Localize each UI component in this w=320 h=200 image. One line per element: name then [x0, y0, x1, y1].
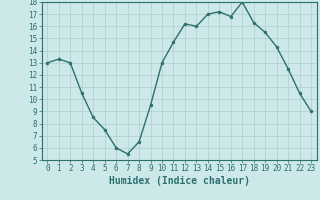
X-axis label: Humidex (Indice chaleur): Humidex (Indice chaleur): [109, 176, 250, 186]
